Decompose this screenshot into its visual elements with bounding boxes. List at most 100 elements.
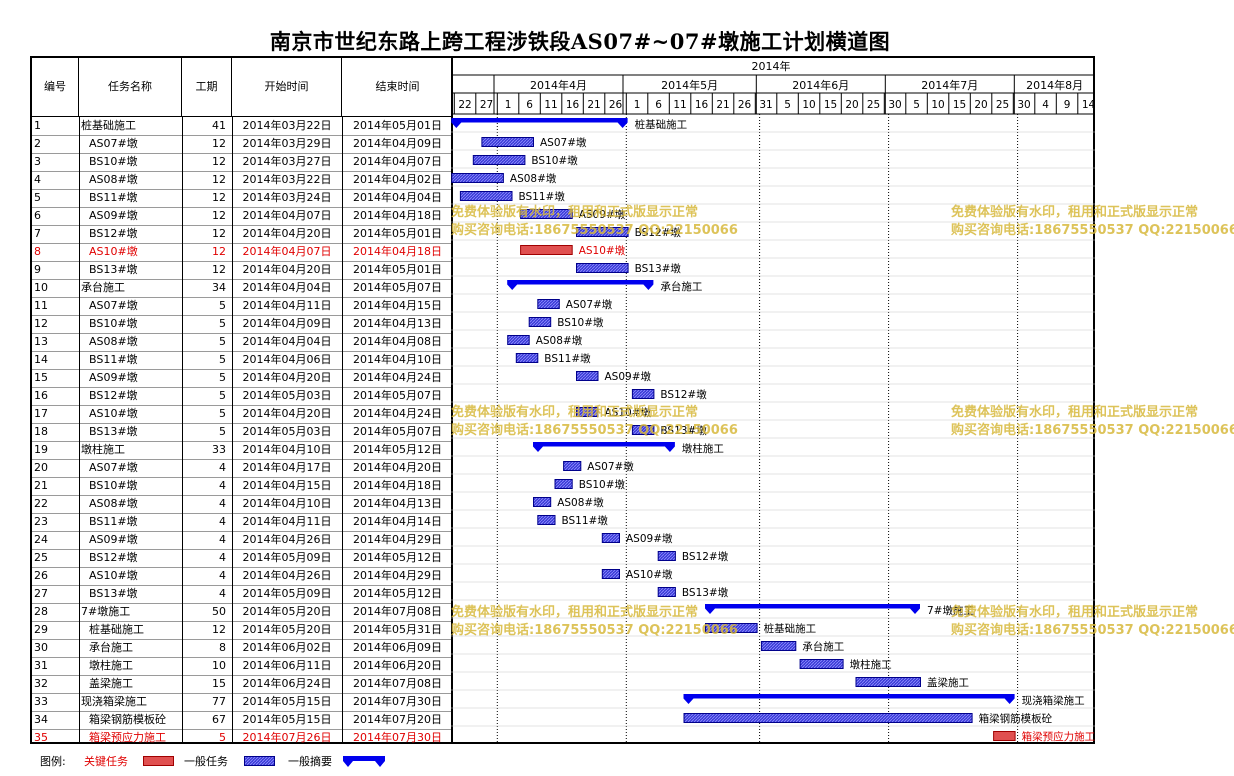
table-row: 9 BS13#墩 12 2014年04月20日 2014年05月01日 bbox=[32, 261, 453, 279]
bar-label: BS12#墩 bbox=[660, 388, 707, 401]
bar-label: BS11#墩 bbox=[562, 514, 609, 527]
task-number: 29 bbox=[34, 623, 48, 636]
task-start: 2014年04月11日 bbox=[242, 515, 332, 528]
task-duration: 4 bbox=[219, 497, 226, 510]
table-row: 23 BS11#墩 4 2014年04月11日 2014年04月14日 bbox=[32, 513, 453, 531]
task-name: 墩柱施工 bbox=[81, 443, 125, 456]
task-start: 2014年04月10日 bbox=[242, 497, 332, 510]
row-divider bbox=[32, 351, 451, 352]
task-name: BS12#墩 bbox=[89, 551, 138, 564]
task-duration: 4 bbox=[219, 461, 226, 474]
task-bar bbox=[515, 353, 539, 363]
table-row: 35 箱梁预应力施工 5 2014年07月26日 2014年07月30日 bbox=[32, 729, 453, 747]
task-number: 18 bbox=[34, 425, 48, 438]
task-duration: 12 bbox=[212, 137, 226, 150]
task-start: 2014年04月07日 bbox=[242, 245, 332, 258]
bar-label: BS10#墩 bbox=[557, 316, 604, 329]
bar-label: BS11#墩 bbox=[544, 352, 591, 365]
task-bar bbox=[537, 515, 556, 525]
task-duration: 12 bbox=[212, 155, 226, 168]
row-divider bbox=[32, 675, 451, 676]
task-start: 2014年03月24日 bbox=[242, 191, 332, 204]
task-name: AS10#墩 bbox=[89, 569, 138, 582]
task-name: BS12#墩 bbox=[89, 389, 138, 402]
task-bar bbox=[520, 209, 573, 219]
task-bar bbox=[657, 551, 676, 561]
task-duration: 5 bbox=[219, 407, 226, 420]
table-row: 33 现浇箱梁施工 77 2014年05月15日 2014年07月30日 bbox=[32, 693, 453, 711]
task-number: 7 bbox=[34, 227, 41, 240]
task-bar bbox=[855, 677, 921, 687]
table-row: 25 BS12#墩 4 2014年05月09日 2014年05月12日 bbox=[32, 549, 453, 567]
task-number: 35 bbox=[34, 731, 48, 744]
bar-label: 7#墩施工 bbox=[927, 604, 974, 617]
day-tick-label: 20 bbox=[845, 99, 858, 111]
task-name: BS13#墩 bbox=[89, 263, 138, 276]
legend-prefix: 图例: bbox=[40, 755, 66, 768]
table-row: 18 BS13#墩 5 2014年05月03日 2014年05月07日 bbox=[32, 423, 453, 441]
day-tick-label: 26 bbox=[609, 99, 623, 111]
task-start: 2014年04月06日 bbox=[242, 353, 332, 366]
task-end: 2014年04月04日 bbox=[353, 191, 442, 204]
task-end: 2014年04月29日 bbox=[353, 533, 442, 546]
bar-label: 墩柱施工 bbox=[682, 442, 724, 455]
table-row: 27 BS13#墩 4 2014年05月09日 2014年05月12日 bbox=[32, 585, 453, 603]
task-end: 2014年05月07日 bbox=[353, 425, 442, 438]
task-end: 2014年06月20日 bbox=[353, 659, 442, 672]
task-number: 10 bbox=[34, 281, 48, 294]
table-row: 29 桩基础施工 12 2014年05月20日 2014年05月31日 bbox=[32, 621, 453, 639]
task-bar bbox=[576, 227, 629, 237]
task-number: 22 bbox=[34, 497, 48, 510]
task-start: 2014年05月03日 bbox=[242, 425, 332, 438]
task-start: 2014年05月09日 bbox=[242, 587, 332, 600]
bar-label: BS12#墩 bbox=[682, 550, 729, 563]
row-divider bbox=[32, 369, 451, 370]
table-row: 34 箱梁钢筋模板砼 67 2014年05月15日 2014年07月20日 bbox=[32, 711, 453, 729]
bar-label: 桩基础施工 bbox=[635, 118, 688, 131]
table-row: 2 AS07#墩 12 2014年03月29日 2014年04月09日 bbox=[32, 135, 453, 153]
table-row: 12 BS10#墩 5 2014年04月09日 2014年04月13日 bbox=[32, 315, 453, 333]
summary-bar bbox=[507, 280, 654, 290]
day-tick-label: 6 bbox=[655, 99, 662, 111]
task-end: 2014年04月18日 bbox=[353, 209, 442, 222]
legend-critical-swatch bbox=[143, 756, 174, 766]
task-number: 3 bbox=[34, 155, 41, 168]
task-end: 2014年07月08日 bbox=[353, 677, 442, 690]
task-start: 2014年04月20日 bbox=[242, 371, 332, 384]
bar-label: AS09#墩 bbox=[605, 370, 652, 383]
task-start: 2014年04月04日 bbox=[242, 335, 332, 348]
legend-critical-label: 关键任务 bbox=[84, 755, 128, 768]
task-start: 2014年05月03日 bbox=[242, 389, 332, 402]
task-name: 箱梁预应力施工 bbox=[89, 731, 166, 744]
day-tick-label: 20 bbox=[974, 99, 987, 111]
task-number: 14 bbox=[34, 353, 48, 366]
task-duration: 10 bbox=[212, 659, 226, 672]
task-start: 2014年03月27日 bbox=[242, 155, 332, 168]
table-row: 4 AS08#墩 12 2014年03月22日 2014年04月02日 bbox=[32, 171, 453, 189]
task-bar bbox=[601, 533, 621, 543]
table-row: 11 AS07#墩 5 2014年04月11日 2014年04月15日 bbox=[32, 297, 453, 315]
task-end: 2014年04月18日 bbox=[353, 245, 442, 258]
task-number: 1 bbox=[34, 119, 41, 132]
task-duration: 5 bbox=[219, 317, 226, 330]
bar-label: BS12#墩 bbox=[635, 226, 682, 239]
task-number: 31 bbox=[34, 659, 48, 672]
task-table: 编号 任务名称 工期 开始时间 结束时间 1 桩基础施工 41 2014年03月22日… bbox=[30, 56, 451, 744]
header-duration: 工期 bbox=[182, 58, 232, 116]
task-duration: 5 bbox=[219, 299, 226, 312]
task-bar bbox=[705, 623, 758, 633]
task-duration: 4 bbox=[219, 569, 226, 582]
task-bar bbox=[537, 299, 560, 309]
task-name: 7#墩施工 bbox=[81, 605, 131, 618]
task-number: 16 bbox=[34, 389, 48, 402]
bar-label: AS07#墩 bbox=[540, 136, 587, 149]
task-name: BS12#墩 bbox=[89, 227, 138, 240]
day-tick-label: 25 bbox=[996, 99, 1009, 111]
day-tick-label: 5 bbox=[784, 99, 791, 111]
month-label: 2014年4月 bbox=[530, 78, 587, 92]
month-label: 2014年8月 bbox=[1026, 78, 1083, 92]
task-name: AS10#墩 bbox=[89, 245, 138, 258]
task-name: BS11#墩 bbox=[89, 353, 138, 366]
row-divider bbox=[32, 225, 451, 226]
day-tick-label: 6 bbox=[526, 99, 533, 111]
